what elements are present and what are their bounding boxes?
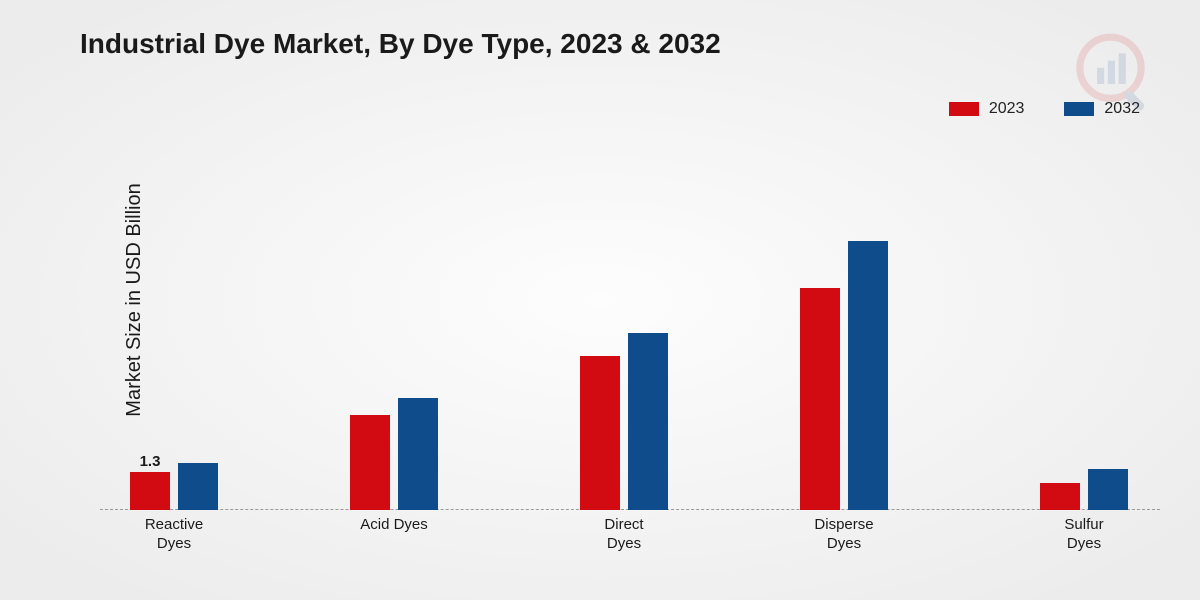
bar-group: Reactive Dyes <box>130 463 218 510</box>
bar-group: Sulfur Dyes <box>1040 469 1128 510</box>
y-tick-area <box>60 155 90 510</box>
bar <box>848 241 888 510</box>
chart-canvas: Industrial Dye Market, By Dye Type, 2023… <box>0 0 1200 600</box>
legend-label-2032: 2032 <box>1104 100 1140 118</box>
bar-value-label: 1.3 <box>140 453 161 470</box>
bar-group: Direct Dyes <box>580 333 668 511</box>
x-tick-label: Disperse Dyes <box>814 516 873 554</box>
bar <box>1088 469 1128 510</box>
bar <box>628 333 668 511</box>
legend-swatch-2023 <box>949 102 979 116</box>
bar <box>178 463 218 510</box>
bar <box>350 415 390 510</box>
x-tick-label: Direct Dyes <box>604 516 643 554</box>
legend-label-2023: 2023 <box>989 100 1025 118</box>
bar <box>398 398 438 510</box>
legend-item-2023: 2023 <box>949 100 1025 118</box>
bar <box>1040 483 1080 510</box>
bar-group: Disperse Dyes <box>800 241 888 510</box>
bar-group: Acid Dyes <box>350 398 438 510</box>
bar <box>800 288 840 510</box>
x-tick-label: Reactive Dyes <box>145 516 203 554</box>
legend-swatch-2032 <box>1064 102 1094 116</box>
legend: 2023 2032 <box>949 100 1140 118</box>
chart-title: Industrial Dye Market, By Dye Type, 2023… <box>80 28 721 60</box>
x-tick-label: Sulfur Dyes <box>1064 516 1103 554</box>
x-tick-label: Acid Dyes <box>360 516 428 535</box>
plot-area: Reactive Dyes Acid Dyes Direct Dyes Dispers… <box>100 155 1160 510</box>
bar <box>130 472 170 510</box>
legend-item-2032: 2032 <box>1064 100 1140 118</box>
bar <box>580 356 620 510</box>
